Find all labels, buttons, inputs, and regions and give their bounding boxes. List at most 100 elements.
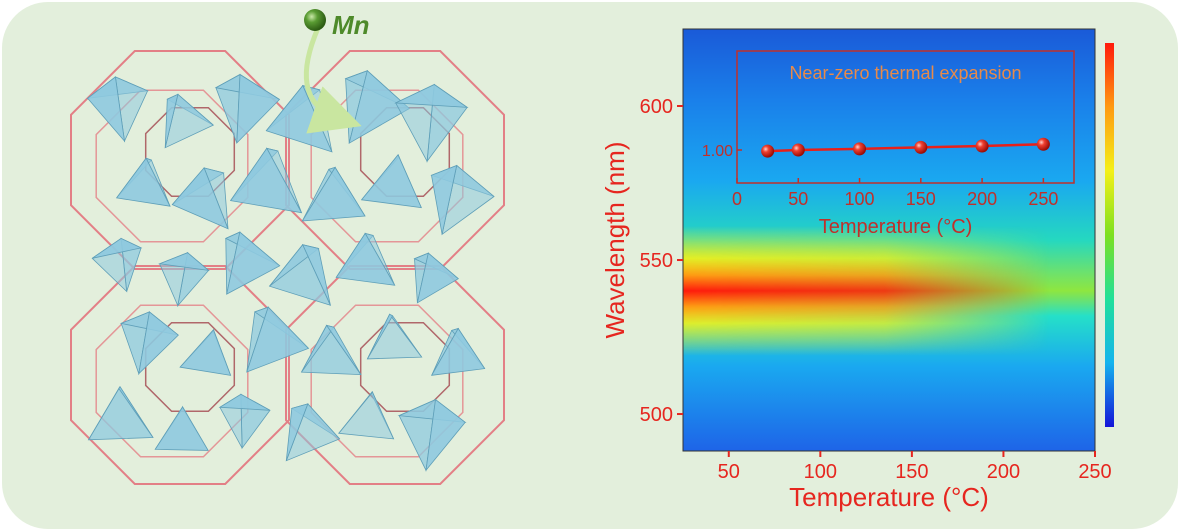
- cage-inner-ring: [95, 304, 249, 458]
- mn-atom-icon: [304, 9, 326, 31]
- tetrahedron: [115, 157, 171, 207]
- tetrahedron-face: [226, 231, 281, 295]
- heatmap-frame: [682, 28, 1096, 452]
- tetrahedron-face: [87, 76, 126, 143]
- tetrahedron: [214, 73, 281, 145]
- tetrahedron: [335, 232, 396, 286]
- tetrahedron-face: [171, 167, 229, 230]
- inset-series-points: [761, 137, 1050, 158]
- dopant-callout: Mn: [303, 9, 370, 134]
- inset-data-point: [914, 140, 928, 154]
- tetrahedron: [268, 243, 332, 306]
- inset-x-tick-label: 250: [1028, 189, 1058, 209]
- tetrahedron: [154, 405, 209, 451]
- tetrahedron-face: [416, 252, 459, 304]
- heatmap-x-ticks: 50 100 150 200 250: [718, 451, 1112, 483]
- tetrahedron-face: [431, 164, 458, 235]
- inset-y-ticks: 1.00: [702, 143, 742, 160]
- tetrahedron-face: [118, 385, 154, 438]
- heatmap-y-tick-label: 600: [640, 96, 673, 118]
- heatmap-y-tick-label: 500: [640, 404, 673, 426]
- heatmap-x-tick-label: 100: [804, 461, 837, 483]
- tetrahedron: [164, 93, 215, 149]
- tetrahedron: [430, 164, 495, 236]
- tetrahedron: [86, 76, 150, 143]
- tetrahedron: [179, 328, 232, 376]
- heatmap-x-tick-label: 200: [987, 461, 1020, 483]
- tetrahedron: [171, 167, 229, 230]
- tetrahedron-face: [138, 311, 179, 375]
- tetrahedron-face: [394, 84, 469, 108]
- heatmap-y-ticks: 500 550 600: [640, 96, 683, 426]
- inset-x-tick-label: 150: [906, 189, 936, 209]
- inset-x-tick-label: 0: [732, 189, 742, 209]
- heatmap-x-tick-label: 50: [718, 461, 740, 483]
- tetrahedron-face: [430, 327, 486, 376]
- tetrahedron-face: [425, 398, 466, 472]
- tetrahedron-face: [115, 157, 171, 207]
- inset-x-tick-label: 50: [788, 189, 808, 209]
- dopant-arrow: [303, 27, 362, 134]
- tetrahedron: [229, 147, 303, 214]
- inset-x-axis-label: Temperature (°C): [819, 216, 973, 238]
- tetrahedron: [300, 324, 362, 376]
- heatmap-colorbar: [1105, 43, 1114, 427]
- tetrahedron-face: [236, 73, 281, 145]
- tetrahedron-face: [301, 166, 366, 222]
- heatmap-x-tick-label: 250: [1078, 461, 1111, 483]
- tetrahedron: [158, 251, 210, 307]
- tetrahedron-face: [360, 154, 422, 209]
- inset-frame: [736, 50, 1075, 184]
- tetrahedron: [338, 390, 395, 440]
- tetrahedron-face: [246, 306, 310, 373]
- cage-inner-ring: [310, 304, 464, 458]
- tetrahedron: [285, 403, 341, 462]
- tetrahedron-face: [301, 244, 331, 306]
- inset-data-point: [853, 142, 867, 156]
- inset-title: Near-zero thermal expansion: [789, 63, 1021, 83]
- tetrahedron: [360, 154, 422, 209]
- tetrahedron-face: [218, 393, 271, 411]
- tetrahedron-face: [158, 252, 210, 271]
- inset-data-point: [975, 139, 989, 153]
- inset-x-tick-label: 100: [845, 189, 875, 209]
- tetrahedron: [301, 166, 366, 222]
- tetrahedron: [87, 385, 154, 441]
- tetrahedron: [394, 83, 469, 163]
- tetrahedron: [246, 306, 310, 373]
- inset-data-point: [761, 144, 775, 158]
- tetrahedron-face: [367, 313, 394, 360]
- tetrahedron-face: [325, 324, 362, 375]
- tetrahedron: [397, 398, 467, 472]
- tetrahedron-face: [154, 406, 209, 451]
- tetrahedron-face: [229, 147, 303, 214]
- dopant-label: Mn: [332, 10, 370, 40]
- inset-data-point: [791, 143, 805, 157]
- tetrahedron: [413, 252, 459, 304]
- heatmap-emission-band: [683, 225, 1050, 356]
- tetrahedron: [430, 327, 486, 376]
- tetrahedron-face: [335, 232, 396, 286]
- inset-x-ticks: 0 50 100 150 200 250: [732, 178, 1058, 209]
- tetrahedron-face: [164, 93, 179, 148]
- tetrahedron: [91, 237, 143, 293]
- heatmap-x-axis-label: Temperature (°C): [789, 482, 989, 512]
- tetrahedron: [119, 311, 179, 376]
- tetrahedron: [218, 393, 271, 450]
- tetrahedron-face: [91, 237, 143, 259]
- heatmap-x-tick-label: 150: [895, 461, 928, 483]
- inset-y-tick-label: 1.00: [702, 143, 733, 160]
- inset-data-point: [1036, 137, 1050, 151]
- tetrahedron-face: [285, 403, 309, 461]
- tetrahedron: [366, 313, 423, 360]
- heatmap-y-axis-label: Wavelength (nm): [600, 142, 630, 339]
- tetrahedron: [224, 231, 281, 295]
- heatmap-y-tick-label: 550: [640, 250, 673, 272]
- thermal-expansion-inset: Near-zero thermal expansion 0 50 100 150 200…: [702, 50, 1075, 238]
- crystal-structure-illustration: [70, 50, 505, 485]
- tetrahedron-face: [179, 329, 232, 376]
- inset-x-tick-label: 200: [967, 189, 997, 209]
- tetrahedron-face: [338, 391, 373, 434]
